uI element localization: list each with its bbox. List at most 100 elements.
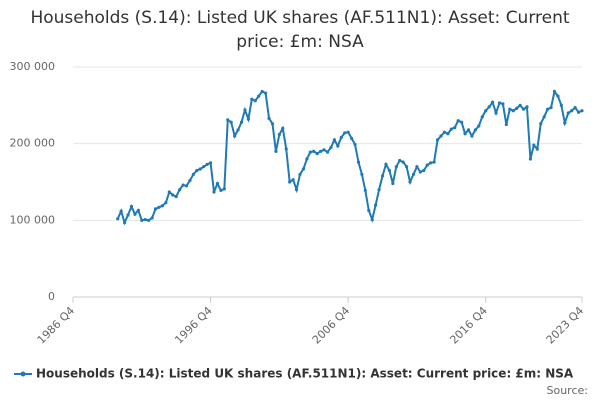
point	[542, 115, 546, 119]
point	[126, 213, 130, 217]
point	[398, 158, 402, 163]
point	[487, 105, 491, 109]
point	[184, 184, 189, 188]
point	[294, 188, 299, 192]
point	[222, 187, 226, 191]
chart-title: Households (S.14): Listed UK shares (AF.…	[30, 8, 570, 52]
point	[188, 178, 192, 183]
point	[195, 168, 199, 173]
point	[556, 94, 560, 98]
point	[497, 101, 502, 105]
point	[267, 116, 271, 120]
point	[515, 106, 519, 110]
point	[480, 115, 484, 119]
point	[229, 120, 233, 124]
x-tick-label: 2023 Q4	[544, 304, 587, 347]
point	[288, 180, 292, 184]
point	[508, 107, 512, 111]
point	[243, 108, 247, 112]
point	[298, 172, 302, 176]
legend-label: Households (S.14): Listed UK shares (AF.…	[36, 367, 574, 381]
point	[470, 134, 474, 138]
point	[239, 120, 244, 124]
point	[429, 161, 433, 165]
point	[418, 170, 422, 174]
point	[442, 130, 447, 134]
point	[171, 193, 175, 197]
point	[570, 109, 574, 113]
point	[439, 134, 443, 138]
point	[405, 165, 409, 169]
point	[490, 100, 495, 104]
point	[449, 127, 453, 131]
point	[202, 165, 206, 169]
point	[277, 132, 281, 137]
point	[174, 194, 178, 199]
point	[325, 150, 330, 154]
point	[432, 160, 436, 164]
point	[425, 163, 429, 167]
point	[422, 168, 426, 173]
point	[391, 181, 395, 186]
point	[339, 135, 343, 140]
point	[315, 152, 319, 156]
point	[160, 204, 165, 208]
point	[460, 120, 464, 124]
point	[250, 97, 254, 101]
point	[549, 106, 553, 110]
point	[484, 109, 488, 113]
point	[528, 157, 533, 161]
point	[401, 160, 405, 164]
point	[387, 168, 392, 173]
point	[504, 122, 508, 127]
point	[122, 221, 127, 225]
point	[263, 91, 268, 95]
point	[563, 121, 567, 125]
x-tick-label: 2016 Q4	[447, 304, 490, 347]
point	[150, 216, 154, 220]
point	[136, 208, 140, 212]
point	[501, 102, 505, 106]
point	[477, 124, 481, 128]
point	[356, 160, 361, 164]
point	[367, 208, 371, 212]
point	[535, 147, 539, 151]
point	[164, 201, 168, 205]
x-tick-label: 1996 Q4	[172, 304, 215, 347]
point	[208, 161, 213, 165]
point	[566, 111, 570, 115]
point	[133, 212, 137, 216]
point	[246, 117, 250, 121]
y-tick-label: 300 000	[10, 60, 56, 73]
point	[473, 128, 477, 132]
point	[525, 105, 529, 109]
point	[573, 106, 577, 110]
point	[343, 131, 347, 135]
point	[322, 148, 326, 152]
point	[336, 144, 340, 148]
point	[346, 130, 350, 134]
point	[374, 203, 378, 207]
source: Source:	[547, 384, 589, 397]
point	[360, 172, 364, 176]
point	[456, 119, 460, 123]
point	[466, 128, 471, 132]
point	[270, 122, 275, 126]
point	[329, 145, 333, 150]
point	[353, 142, 357, 147]
point	[576, 110, 581, 114]
point	[167, 190, 171, 194]
point	[178, 188, 182, 192]
point	[143, 217, 147, 222]
point	[205, 162, 209, 166]
point	[494, 111, 498, 115]
point	[546, 107, 550, 111]
point	[308, 150, 312, 154]
point	[119, 209, 123, 213]
line	[116, 89, 583, 226]
point	[380, 174, 385, 178]
point	[233, 134, 237, 138]
y-tick-label: 200 000	[10, 137, 56, 150]
